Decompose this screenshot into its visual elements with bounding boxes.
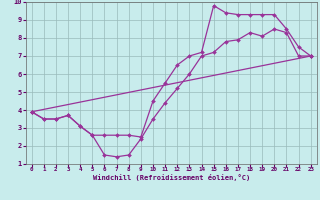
X-axis label: Windchill (Refroidissement éolien,°C): Windchill (Refroidissement éolien,°C) <box>92 174 250 181</box>
